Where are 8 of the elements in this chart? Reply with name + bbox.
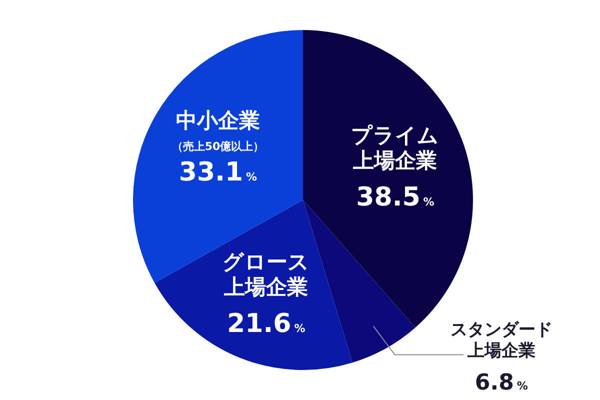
data-label: 21.6%: [227, 308, 306, 339]
data-label: 38.5%: [356, 182, 434, 213]
data-label: 6.8%: [474, 370, 528, 396]
data-label: 33.1%: [178, 157, 258, 188]
slice-label: 中小企業（売上50億以上）: [172, 108, 264, 153]
slice-label: スタンダード上場企業: [450, 320, 552, 362]
slice-label: グロース上場企業: [222, 250, 310, 299]
slice-label: プライム上場企業: [351, 124, 440, 173]
